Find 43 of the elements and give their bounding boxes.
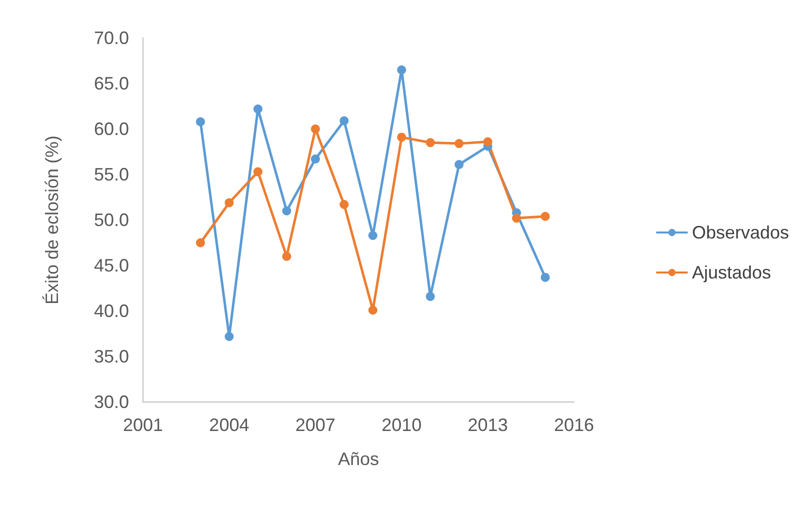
point xyxy=(426,292,435,301)
y-axis-title: Éxito de eclosión (%) xyxy=(42,135,62,305)
legend-label: Ajustados xyxy=(692,262,772,282)
y-tick-label: 50.0 xyxy=(94,210,129,230)
point xyxy=(483,137,492,146)
point xyxy=(282,206,292,216)
legend-label: Observados xyxy=(692,222,790,242)
point xyxy=(224,332,234,341)
x-tick-label: 2001 xyxy=(122,415,164,435)
y-tick-label: 35.0 xyxy=(94,346,129,366)
x-tick-label: 2007 xyxy=(295,415,336,435)
x-tick-label: 2016 xyxy=(554,415,594,435)
point xyxy=(540,212,550,221)
point xyxy=(426,138,435,148)
point xyxy=(340,200,349,210)
y-tick-label: 45.0 xyxy=(94,256,129,276)
point xyxy=(253,167,262,176)
point xyxy=(368,230,378,240)
point xyxy=(368,306,378,315)
point xyxy=(454,139,464,148)
y-tick-label: 30.0 xyxy=(94,392,129,412)
x-tick-label: 2004 xyxy=(209,415,250,435)
point xyxy=(310,154,320,164)
x-tick-label: 2010 xyxy=(382,415,422,435)
point xyxy=(340,116,349,126)
point xyxy=(310,124,320,134)
y-tick-label: 40.0 xyxy=(94,301,129,321)
x-axis-title: Años xyxy=(338,449,380,469)
point xyxy=(512,214,522,223)
point xyxy=(454,160,464,169)
x-tick-label: 2013 xyxy=(468,415,508,435)
y-tick-label: 55.0 xyxy=(94,164,129,184)
y-tick-label: 65.0 xyxy=(94,74,129,94)
point xyxy=(540,272,550,282)
point xyxy=(224,198,234,208)
point xyxy=(253,104,262,114)
y-tick-label: 60.0 xyxy=(94,119,129,139)
point xyxy=(397,132,406,142)
y-tick-label: 70.0 xyxy=(94,28,129,48)
point xyxy=(282,252,292,261)
point xyxy=(196,117,205,126)
point xyxy=(397,65,406,74)
point xyxy=(196,238,205,248)
